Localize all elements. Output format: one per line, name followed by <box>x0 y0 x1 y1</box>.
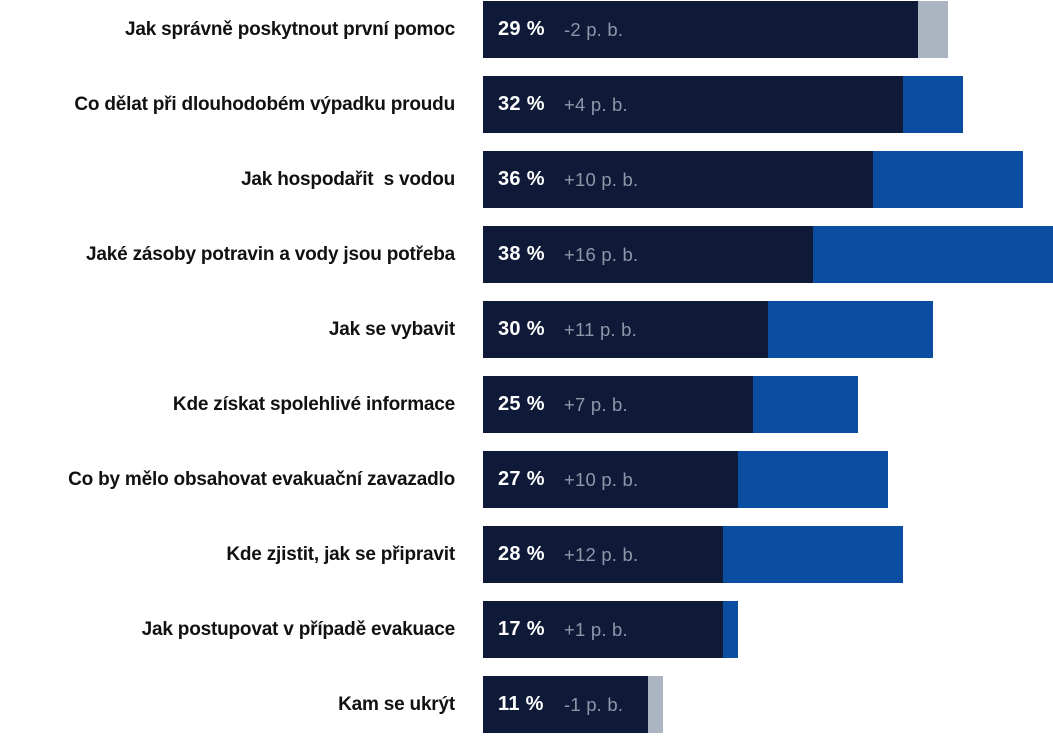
value-label: 28 % <box>498 543 545 565</box>
chart-row: Jaké zásoby potravin a vody jsou potřeba… <box>0 226 1053 283</box>
change-label: +11 p. b. <box>564 318 637 340</box>
change-label: +10 p. b. <box>564 168 639 190</box>
bar-increase-segment <box>768 301 933 358</box>
bar-main-segment: 30 % +11 p. b. <box>483 301 768 358</box>
bar-increase-segment <box>903 76 963 133</box>
bar-main-segment: 17 % +1 p. b. <box>483 601 723 658</box>
bar-decrease-segment <box>918 1 948 58</box>
value-label: 29 % <box>498 18 545 40</box>
category-label: Co by mělo obsahovat evakuační zavazadlo <box>68 468 455 490</box>
chart-row: Co by mělo obsahovat evakuační zavazadlo… <box>0 451 1053 508</box>
change-label: -1 p. b. <box>564 693 624 715</box>
category-label: Kam se ukrýt <box>338 693 455 715</box>
chart-row: Jak hospodařit s vodou 36 % +10 p. b. <box>0 151 1053 208</box>
bar-increase-segment <box>738 451 888 508</box>
bar-area: 28 % +12 p. b. <box>483 526 903 583</box>
value-label: 36 % <box>498 168 545 190</box>
bar-increase-segment <box>723 526 903 583</box>
bar-main-segment: 25 % +7 p. b. <box>483 376 753 433</box>
category-label: Jak se vybavit <box>328 318 455 340</box>
change-label: +1 p. b. <box>564 618 628 640</box>
value-label: 27 % <box>498 468 545 490</box>
bar-area: 36 % +10 p. b. <box>483 151 1023 208</box>
bar-area: 11 % -1 p. b. <box>483 676 663 733</box>
chart-row: Jak postupovat v případě evakuace 17 % +1 … <box>0 601 1053 658</box>
bar-main-segment: 27 % +10 p. b. <box>483 451 738 508</box>
bar-main-segment: 29 % -2 p. b. <box>483 1 918 58</box>
bar-main-segment: 11 % -1 p. b. <box>483 676 648 733</box>
change-label: +7 p. b. <box>564 393 628 415</box>
change-label: +12 p. b. <box>564 543 639 565</box>
change-label: +4 p. b. <box>564 93 628 115</box>
value-label: 32 % <box>498 93 545 115</box>
bar-increase-segment <box>753 376 858 433</box>
category-label: Co dělat při dlouhodobém výpadku proudu <box>74 93 455 115</box>
bar-area: 38 % +16 p. b. <box>483 226 1053 283</box>
value-label: 17 % <box>498 618 545 640</box>
category-label: Jak správně poskytnout první pomoc <box>124 18 455 40</box>
chart-row: Kam se ukrýt 11 % -1 p. b. <box>0 676 1053 733</box>
bar-increase-segment <box>873 151 1023 208</box>
bar-main-segment: 28 % +12 p. b. <box>483 526 723 583</box>
category-label: Jaké zásoby potravin a vody jsou potřeba <box>86 243 455 265</box>
bar-area: 29 % -2 p. b. <box>483 1 948 58</box>
chart-row: Jak správně poskytnout první pomoc 29 % -2… <box>0 1 1053 58</box>
change-label: +16 p. b. <box>564 243 639 265</box>
value-label: 25 % <box>498 393 545 415</box>
bar-area: 25 % +7 p. b. <box>483 376 858 433</box>
chart-row: Kde získat spolehlivé informace 25 % +7 p.… <box>0 376 1053 433</box>
bar-increase-segment <box>813 226 1053 283</box>
change-label: +10 p. b. <box>564 468 639 490</box>
chart-row: Kde zjistit, jak se připravit 28 % +12 p. … <box>0 526 1053 583</box>
chart-row: Jak se vybavit 30 % +11 p. b. <box>0 301 1053 358</box>
bar-main-segment: 32 % +4 p. b. <box>483 76 903 133</box>
chart-row: Co dělat při dlouhodobém výpadku proudu 3… <box>0 76 1053 133</box>
bar-main-segment: 38 % +16 p. b. <box>483 226 813 283</box>
bar-increase-segment <box>723 601 738 658</box>
category-label: Jak postupovat v případě evakuace <box>141 618 456 640</box>
value-label: 38 % <box>498 243 545 265</box>
value-label: 11 % <box>498 693 544 715</box>
bar-area: 27 % +10 p. b. <box>483 451 888 508</box>
category-label: Kde zjistit, jak se připravit <box>226 543 455 565</box>
change-label: -2 p. b. <box>564 18 624 40</box>
bar-main-segment: 36 % +10 p. b. <box>483 151 873 208</box>
value-label: 30 % <box>498 318 545 340</box>
bar-decrease-segment <box>648 676 663 733</box>
bar-area: 32 % +4 p. b. <box>483 76 963 133</box>
category-label: Jak hospodařit s vodou <box>241 168 455 190</box>
category-label: Kde získat spolehlivé informace <box>172 393 455 415</box>
bar-area: 30 % +11 p. b. <box>483 301 933 358</box>
bar-area: 17 % +1 p. b. <box>483 601 738 658</box>
